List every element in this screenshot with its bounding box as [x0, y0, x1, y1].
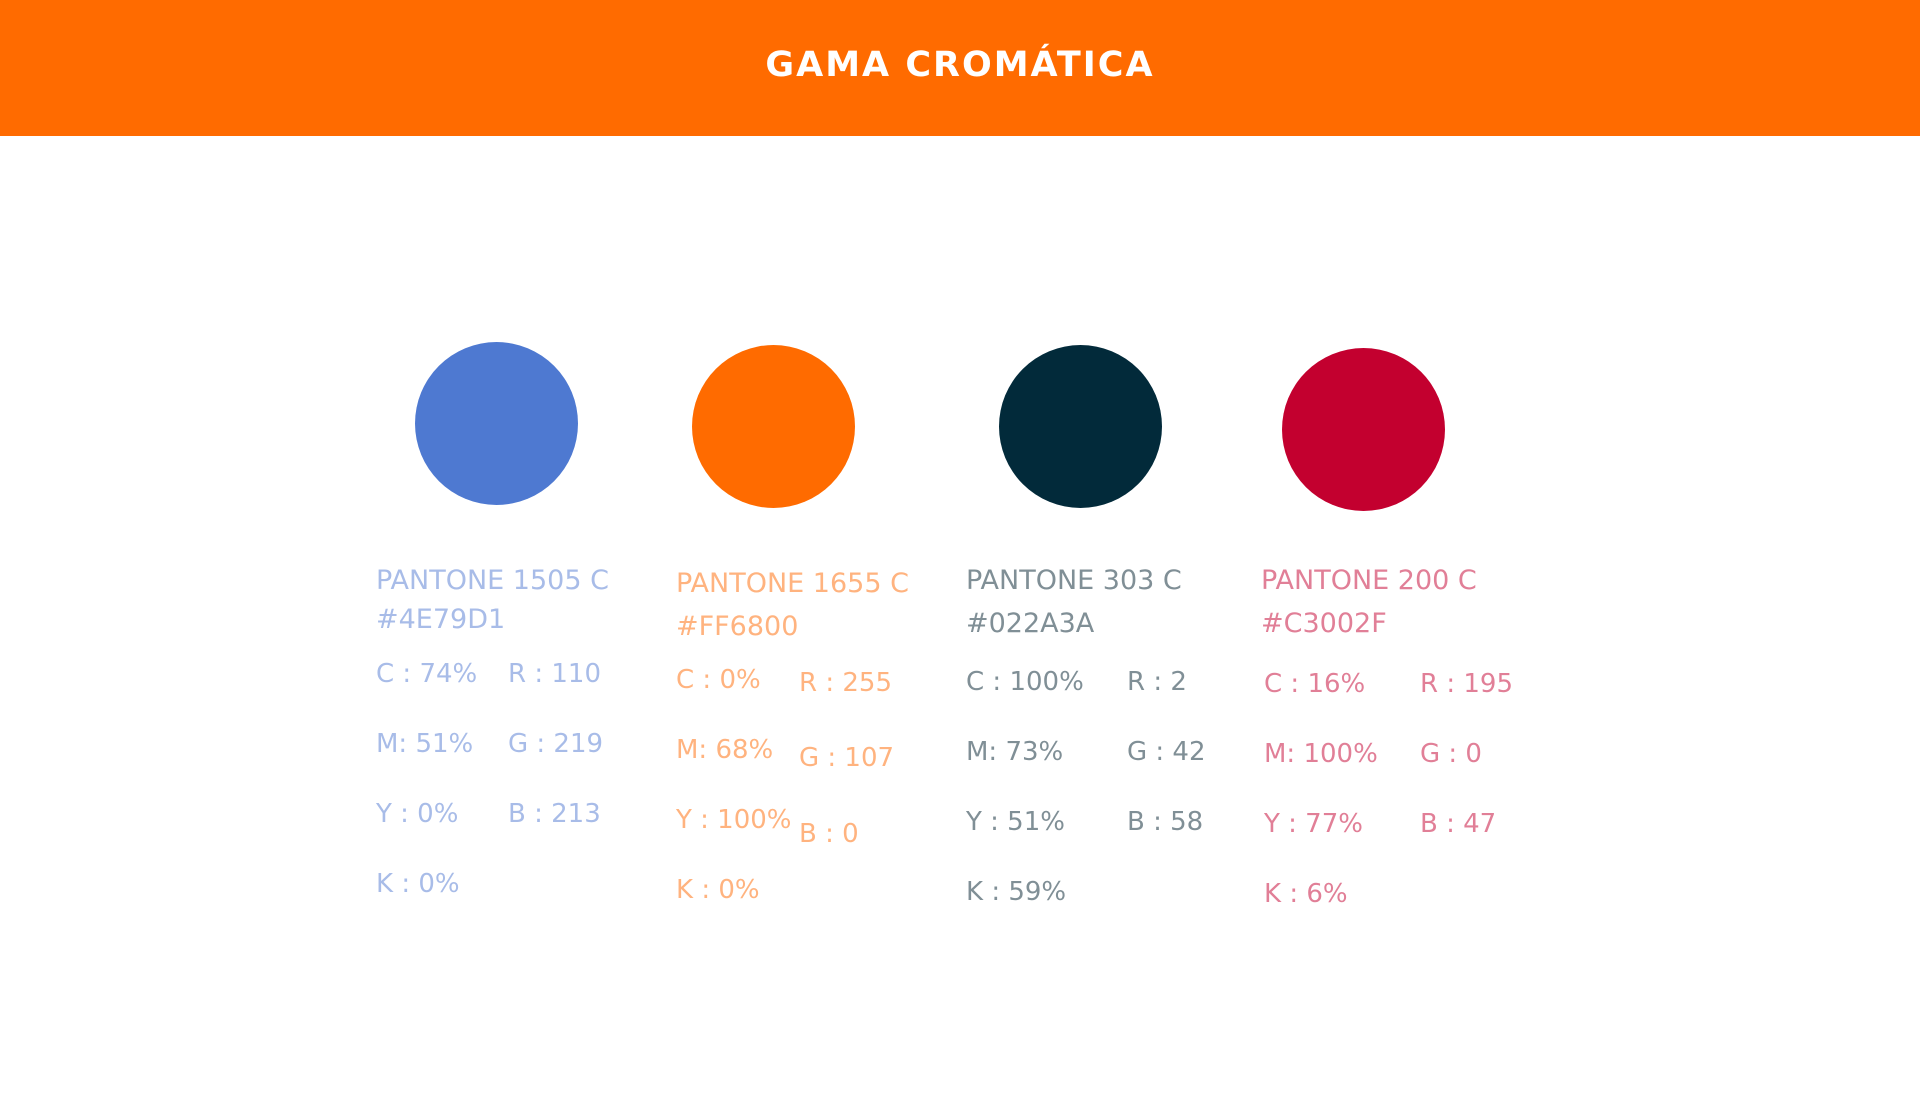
hex-label-red: #C3002F	[1261, 608, 1387, 639]
cmyk-m-red: M: 100%	[1264, 739, 1378, 769]
cmyk-c-orange: C : 0%	[676, 665, 761, 695]
rgb-r-red: R : 195	[1420, 669, 1513, 699]
rgb-r-blue: R : 110	[508, 659, 601, 689]
cmyk-k-red: K : 6%	[1264, 879, 1348, 909]
cmyk-m-orange: M: 68%	[676, 735, 774, 765]
header-bar: GAMA CROMÁTICA	[0, 0, 1920, 136]
rgb-b-orange: B : 0	[799, 819, 859, 849]
hex-label-navy: #022A3A	[966, 608, 1095, 639]
cmyk-c-red: C : 16%	[1264, 669, 1366, 699]
cmyk-m-navy: M: 73%	[966, 737, 1064, 767]
cmyk-y-orange: Y : 100%	[676, 805, 792, 835]
pantone-label-red: PANTONE 200 C	[1261, 565, 1477, 596]
cmyk-k-orange: K : 0%	[676, 875, 760, 905]
pantone-label-navy: PANTONE 303 C	[966, 565, 1182, 596]
cmyk-c-blue: C : 74%	[376, 659, 478, 689]
hex-label-orange: #FF6800	[676, 611, 799, 642]
cmyk-k-blue: K : 0%	[376, 869, 460, 899]
swatch-red	[1282, 348, 1445, 511]
rgb-r-orange: R : 255	[799, 668, 892, 698]
rgb-r-navy: R : 2	[1127, 667, 1187, 697]
rgb-b-blue: B : 213	[508, 799, 601, 829]
cmyk-y-blue: Y : 0%	[376, 799, 459, 829]
pantone-label-orange: PANTONE 1655 C	[676, 568, 909, 599]
rgb-g-orange: G : 107	[799, 743, 895, 773]
rgb-g-blue: G : 219	[508, 729, 604, 759]
rgb-b-navy: B : 58	[1127, 807, 1204, 837]
page-title: GAMA CROMÁTICA	[765, 45, 1155, 85]
hex-label-blue: #4E79D1	[376, 604, 506, 635]
cmyk-y-navy: Y : 51%	[966, 807, 1065, 837]
cmyk-k-navy: K : 59%	[966, 877, 1067, 907]
cmyk-m-blue: M: 51%	[376, 729, 474, 759]
rgb-g-red: G : 0	[1420, 739, 1482, 769]
swatch-navy	[999, 345, 1162, 508]
cmyk-y-red: Y : 77%	[1264, 809, 1363, 839]
cmyk-c-navy: C : 100%	[966, 667, 1084, 697]
rgb-b-red: B : 47	[1420, 809, 1497, 839]
swatch-orange	[692, 345, 855, 508]
pantone-label-blue: PANTONE 1505 C	[376, 565, 609, 596]
rgb-g-navy: G : 42	[1127, 737, 1206, 767]
swatch-blue	[415, 342, 578, 505]
